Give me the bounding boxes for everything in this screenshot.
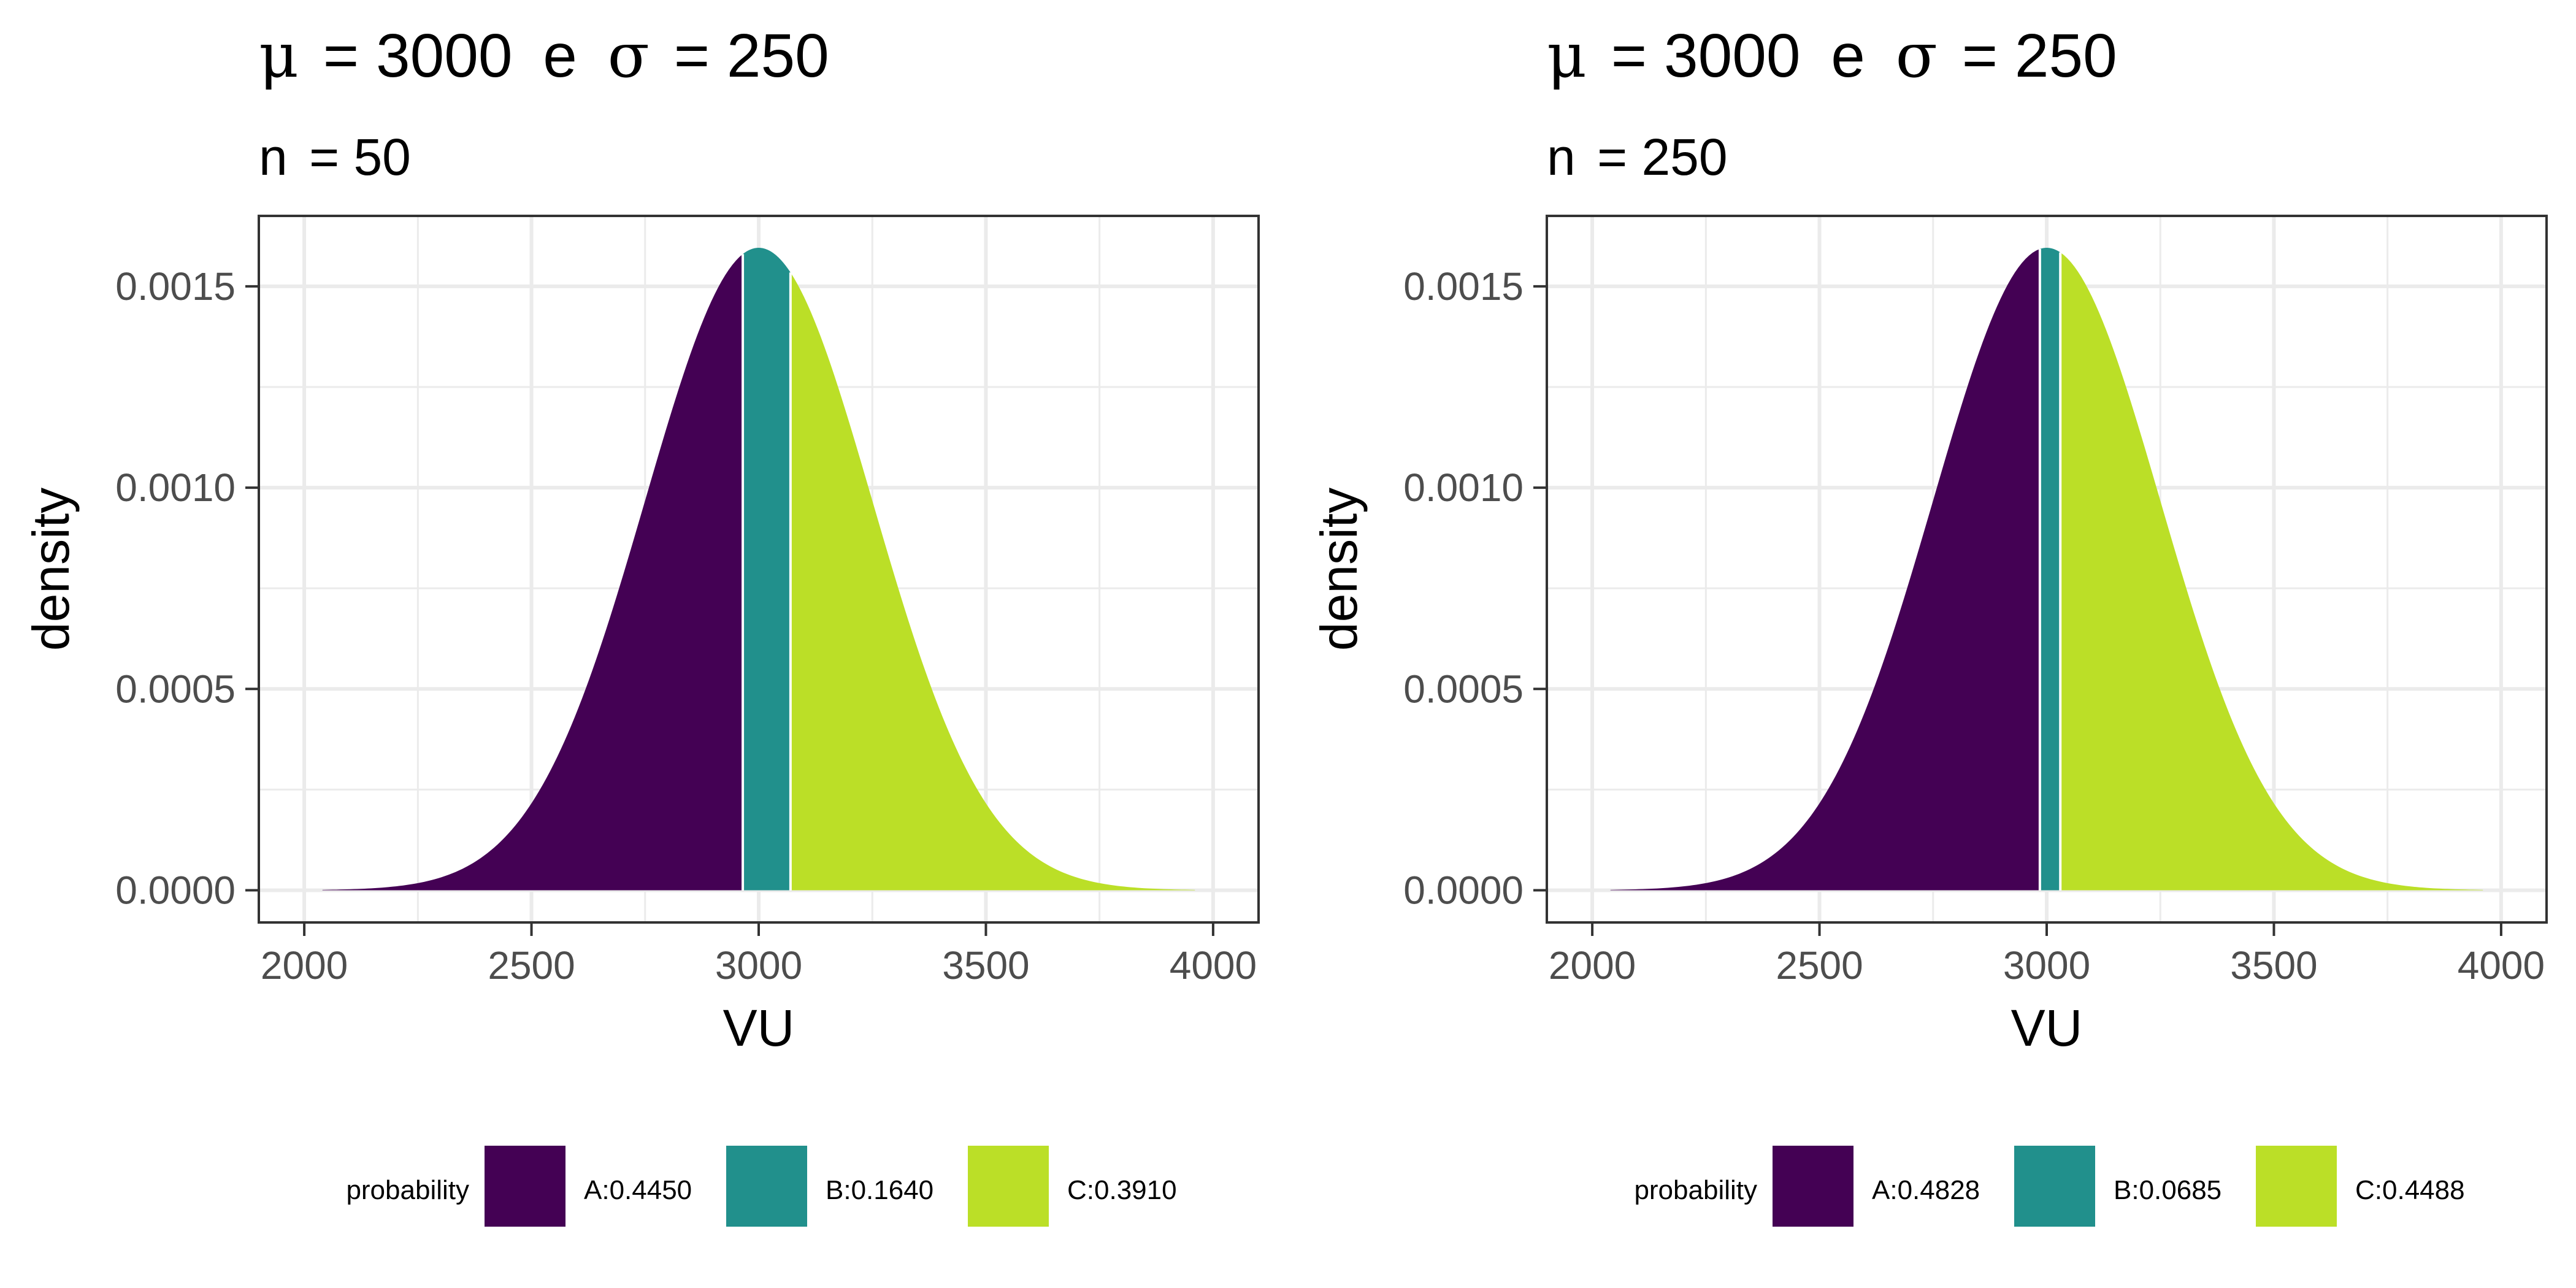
y-tick-label: 0.0000 [115, 868, 236, 912]
title-mu-symbol: μ [1547, 20, 1587, 91]
density-region-b [2039, 248, 2061, 891]
axes: 2000 2500 3000 3500 4000 0.0000 0.0005 0.0010 0.… [1403, 264, 2545, 987]
title-sigma-symbol: σ [1896, 20, 1938, 91]
chart-title: μ = 3000 e σ = 250 [1547, 20, 2117, 91]
chart-subtitle: n = 250 [1547, 128, 1728, 186]
legend-swatch-b [2014, 1146, 2095, 1227]
subtitle-n-label: n [259, 128, 288, 186]
y-tick-label: 0.0005 [115, 667, 236, 711]
x-tick-label: 3000 [2003, 943, 2090, 987]
density-region-b [743, 248, 791, 891]
y-tick-label: 0.0015 [1403, 264, 1524, 309]
y-tick-label: 0.0010 [115, 466, 236, 510]
x-tick-label: 4000 [2458, 943, 2545, 987]
chart-panel-n250: μ = 3000 e σ = 250 n = 250 2000 2500 3000 3… [1288, 0, 2576, 1288]
legend-swatch-c [968, 1146, 1049, 1227]
chart-title: μ = 3000 e σ = 250 [259, 20, 829, 91]
legend-label-a: A:0.4828 [1872, 1175, 1980, 1205]
chart-svg-n50: μ = 3000 e σ = 250 n = 50 2000 2500 3000 35… [22, 20, 1260, 1227]
title-mu-symbol: μ [259, 20, 299, 91]
x-tick-label: 2000 [261, 943, 348, 987]
legend-label-c: C:0.4488 [2355, 1175, 2465, 1205]
density-areas [1610, 248, 2483, 891]
legend-label-c: C:0.3910 [1067, 1175, 1177, 1205]
density-region-c [2060, 252, 2483, 891]
x-tick-label: 3500 [942, 943, 1029, 987]
x-tick-label: 2000 [1549, 943, 1636, 987]
density-region-a [1610, 248, 2040, 891]
y-axis-title: density [22, 488, 80, 651]
chart-panel-n50: μ = 3000 e σ = 250 n = 50 2000 2500 3000 35… [22, 20, 1260, 1227]
legend-label-a: A:0.4450 [584, 1175, 692, 1205]
x-tick-label: 2500 [1776, 943, 1863, 987]
y-tick-label: 0.0015 [115, 264, 236, 309]
chart-subtitle: n = 50 [259, 128, 411, 186]
legend-label-b: B:0.1640 [826, 1175, 933, 1205]
subtitle-n-label: n [1547, 128, 1576, 186]
legend-swatch-a [485, 1146, 565, 1227]
subtitle-n-value: = 250 [1597, 128, 1728, 186]
legend: probability A:0.4828 B:0.0685 C:0.4488 [1634, 1146, 2465, 1227]
legend-label-b: B:0.0685 [2114, 1175, 2221, 1205]
title-sigma-value: = 250 [1962, 21, 2117, 90]
legend-title: probability [1634, 1175, 1757, 1205]
title-conjunction: e [543, 21, 577, 90]
x-tick-label: 2500 [488, 943, 575, 987]
density-region-c [790, 272, 1195, 891]
title-mu-value: = 3000 [1611, 21, 1801, 90]
y-tick-label: 0.0005 [1403, 667, 1524, 711]
subtitle-n-value: = 50 [309, 128, 411, 186]
y-tick-label: 0.0010 [1403, 466, 1524, 510]
y-axis-title: density [1310, 488, 1368, 651]
y-tick-label: 0.0000 [1403, 868, 1524, 912]
legend: probability A:0.4450 B:0.1640 C:0.3910 [346, 1146, 1177, 1227]
x-tick-label: 3000 [715, 943, 802, 987]
title-sigma-symbol: σ [608, 20, 650, 91]
density-region-a [322, 254, 743, 891]
axes: 2000 2500 3000 3500 4000 0.0000 0.0005 0.0010 0.… [115, 264, 1257, 987]
x-axis-title: VU [2011, 999, 2083, 1057]
legend-title: probability [346, 1175, 469, 1205]
legend-swatch-b [726, 1146, 807, 1227]
x-tick-label: 3500 [2230, 943, 2317, 987]
x-tick-label: 4000 [1170, 943, 1257, 987]
title-mu-value: = 3000 [323, 21, 513, 90]
title-conjunction: e [1831, 21, 1865, 90]
density-areas [322, 248, 1195, 891]
legend-swatch-a [1773, 1146, 1853, 1227]
x-axis-title: VU [723, 999, 795, 1057]
chart-svg-n250: μ = 3000 e σ = 250 n = 250 2000 2500 3000 3… [1310, 20, 2548, 1227]
legend-swatch-c [2256, 1146, 2337, 1227]
title-sigma-value: = 250 [674, 21, 829, 90]
